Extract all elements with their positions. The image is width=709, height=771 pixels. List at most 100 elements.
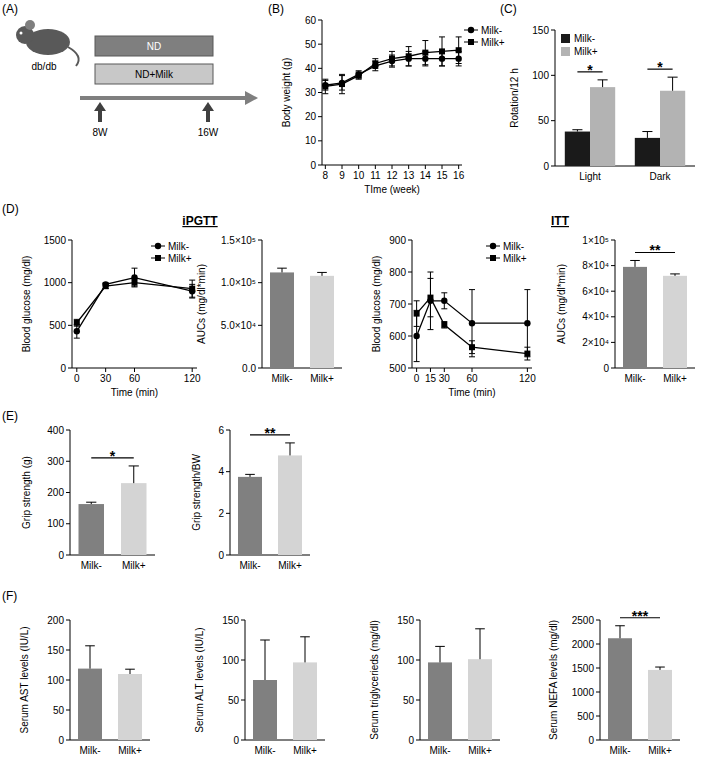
y-tick	[318, 116, 322, 117]
y-tick-label: 500	[577, 711, 594, 722]
y-axis-label: Serum AST levels (IU/L)	[19, 626, 30, 733]
y-tick-label: 400	[47, 425, 64, 436]
chart: 050100150Serum ALT levels (IU/L)Milk-Mil…	[194, 615, 325, 757]
y-tick-label: 300	[47, 456, 64, 467]
plot-area	[78, 646, 142, 740]
x-tick-label: 12	[386, 170, 398, 181]
bar	[663, 276, 687, 368]
x-tick-label: Milk-	[429, 745, 450, 756]
y-axis-label: Serum ALT levels (IU/L)	[194, 627, 205, 732]
x-tick-label: 60	[466, 373, 478, 384]
error-bar	[85, 646, 95, 669]
y-axis	[412, 240, 413, 368]
y-axis	[70, 430, 71, 555]
error-bar	[372, 59, 378, 69]
plot-area	[608, 626, 672, 740]
bar	[428, 662, 452, 740]
bar	[648, 670, 672, 740]
y-tick-label: 0	[58, 735, 64, 746]
error-bar	[86, 502, 96, 504]
mouse-ear	[25, 20, 35, 30]
error-bar	[469, 290, 475, 357]
y-tick-label: 1.5×10⁵	[221, 235, 256, 246]
y-tick-label: 1000	[44, 277, 67, 288]
y-tick-label: 5.0×10⁴	[221, 320, 256, 331]
y-tick	[68, 325, 72, 326]
y-tick	[596, 620, 600, 621]
x-tick	[527, 368, 528, 372]
y-axis	[70, 620, 71, 740]
y-tick-label: 1000	[572, 687, 595, 698]
error-bar	[129, 466, 139, 483]
x-tick	[425, 165, 426, 169]
bar	[590, 87, 615, 166]
plot-area	[428, 629, 492, 740]
y-tick-label: 150	[222, 615, 239, 626]
y-tick	[416, 700, 420, 701]
x-tick	[444, 368, 445, 372]
x-tick	[472, 368, 473, 372]
x-tick-label: 16	[453, 170, 465, 181]
y-tick	[416, 620, 420, 621]
y-tick	[611, 316, 615, 317]
x-tick-label: Milk-	[609, 745, 630, 756]
y-tick	[318, 92, 322, 93]
bar	[565, 132, 590, 166]
y-tick-label: 4	[218, 466, 224, 477]
time-point-arrow	[206, 110, 210, 122]
y-tick-label: 6	[218, 425, 224, 436]
error-bar	[372, 61, 378, 71]
y-tick-label: 50	[403, 695, 415, 706]
x-tick-label: 0	[74, 373, 80, 384]
bar	[79, 504, 105, 555]
x-tick	[342, 165, 343, 169]
marker	[389, 56, 395, 62]
significance-label: ***	[632, 608, 649, 624]
y-tick-label: 0	[58, 550, 64, 561]
y-tick	[318, 20, 322, 21]
y-tick	[596, 716, 600, 717]
x-axis-label: Time (min)	[448, 387, 495, 398]
mouse-eye	[20, 32, 23, 35]
x-tick-label: Milk+	[310, 373, 334, 384]
marker	[322, 83, 328, 89]
y-tick-label: 4×10⁴	[582, 311, 609, 322]
marker	[406, 53, 412, 59]
y-tick	[258, 240, 262, 241]
y-tick	[226, 513, 230, 514]
y-tick-label: 100	[47, 518, 64, 529]
bar	[118, 674, 142, 740]
significance-label: *	[110, 448, 116, 464]
y-tick-label: 0	[233, 735, 239, 746]
time-point-arrow-head	[94, 102, 106, 111]
y-tick-label: 60	[305, 15, 317, 26]
series-line	[325, 50, 458, 86]
x-tick	[416, 368, 417, 372]
x-tick-label: Light	[579, 171, 601, 182]
x-tick-label: Milk+	[663, 373, 687, 384]
y-tick-label: 150	[532, 25, 549, 36]
y-tick-label: 8×10⁴	[582, 260, 609, 271]
x-axis-label: TIme (week)	[364, 184, 420, 195]
error-bar	[615, 626, 625, 638]
marker	[74, 328, 80, 334]
x-tick-label: 30	[100, 373, 112, 384]
chart-title: ITT	[551, 214, 570, 228]
plot-area	[238, 443, 302, 555]
y-tick	[66, 710, 70, 711]
error-bar	[670, 274, 680, 276]
error-bar	[427, 278, 433, 316]
plot-area	[270, 268, 334, 368]
y-tick	[408, 368, 412, 369]
y-tick	[551, 120, 555, 121]
y-axis	[322, 20, 323, 165]
y-tick	[611, 368, 615, 369]
marker	[441, 298, 447, 304]
x-tick	[375, 165, 376, 169]
marker	[469, 344, 475, 350]
y-tick	[596, 740, 600, 741]
error-bar	[642, 132, 652, 138]
y-axis	[600, 620, 601, 740]
plot-area	[322, 37, 462, 94]
marker	[74, 320, 80, 326]
